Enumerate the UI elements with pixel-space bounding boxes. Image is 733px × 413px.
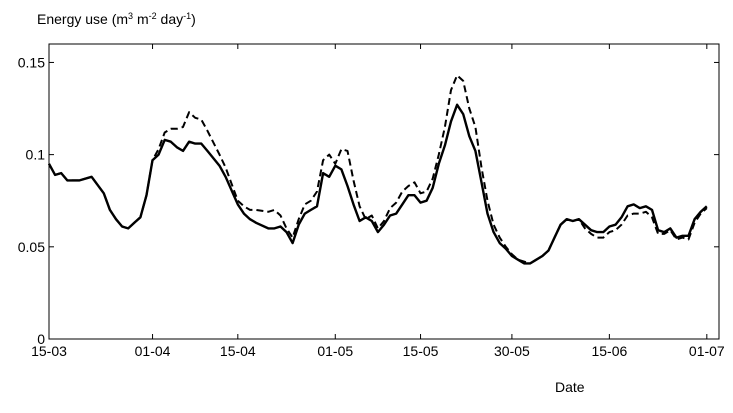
x-tick-label-3: 01-05 — [317, 343, 353, 359]
plot-area-frame — [48, 43, 720, 340]
y-axis-label-sup-1: 3 — [128, 11, 133, 21]
y-axis-label-sup-3: -1 — [183, 11, 191, 21]
y-tick-label-3: 0.15 — [18, 54, 45, 70]
y-tick-label-2: 0.1 — [26, 147, 46, 163]
x-tick-label-5: 30-05 — [494, 343, 530, 359]
x-tick-label-1: 01-04 — [135, 343, 171, 359]
series-layer — [47, 74, 708, 265]
x-tick-label-0: 15-03 — [31, 343, 67, 359]
x-tick-label-4: 15-05 — [403, 343, 439, 359]
y-tick-label-0: 0 — [37, 331, 45, 347]
x-axis-ticks: 15-03 01-04 15-04 01-05 15-05 30-05 15-06 01-07 — [31, 44, 725, 359]
series-line-solid-0 — [47, 103, 708, 265]
y-axis-label: Energy use (m3 m-2 day-1) — [37, 11, 196, 27]
x-axis-label: Date — [555, 379, 585, 395]
y-axis-ticks: 0 0.05 0.1 0.15 — [18, 54, 719, 347]
y-axis-label-end: ) — [191, 11, 196, 27]
x-tick-label-7: 01-07 — [689, 343, 725, 359]
x-tick-label-2: 15-04 — [220, 343, 256, 359]
series-line-dashed-1 — [48, 74, 708, 265]
y-tick-label-1: 0.05 — [18, 239, 45, 255]
x-tick-label-6: 15-06 — [591, 343, 627, 359]
y-axis-label-sup-2: -2 — [149, 11, 157, 21]
y-axis-label-text: Energy use (m — [37, 11, 128, 27]
y-axis-label-mid-1: m — [133, 11, 149, 27]
y-axis-label-mid-2: day — [157, 11, 183, 27]
